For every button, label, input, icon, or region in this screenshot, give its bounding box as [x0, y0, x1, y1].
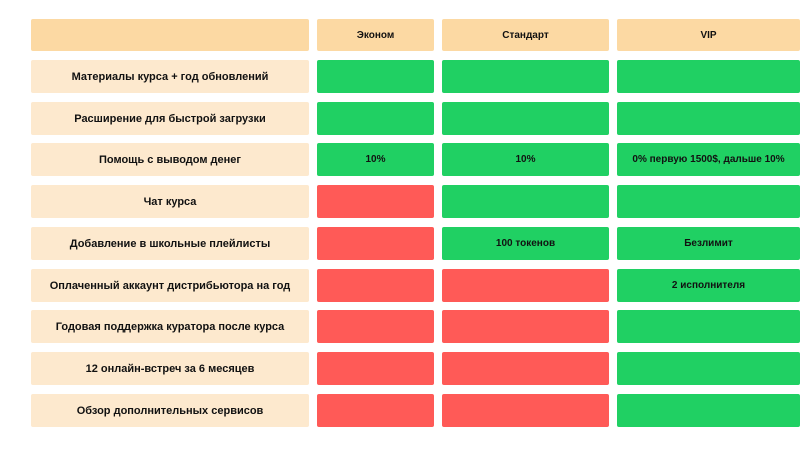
- feature-label: Оплаченный аккаунт дистрибьютора на год: [31, 269, 309, 302]
- feature-cell-included: Безлимит: [617, 227, 800, 260]
- column-header-2: Стандарт: [442, 19, 609, 51]
- feature-label: Годовая поддержка куратора после курса: [31, 310, 309, 343]
- column-header-1: Эконом: [317, 19, 434, 51]
- feature-cell-included: [617, 394, 800, 427]
- feature-cell-included: [317, 60, 434, 93]
- feature-cell-excluded: [317, 394, 434, 427]
- feature-cell-included: [617, 310, 800, 343]
- column-header-3: VIP: [617, 19, 800, 51]
- feature-label: Расширение для быстрой загрузки: [31, 102, 309, 135]
- feature-cell-excluded: [317, 352, 434, 385]
- feature-cell-included: 2 исполнителя: [617, 269, 800, 302]
- feature-cell-excluded: [442, 394, 609, 427]
- feature-cell-excluded: [317, 227, 434, 260]
- feature-cell-included: 0% первую 1500$, дальше 10%: [617, 143, 800, 176]
- feature-label: Чат курса: [31, 185, 309, 218]
- feature-cell-included: [617, 102, 800, 135]
- feature-cell-included: 100 токенов: [442, 227, 609, 260]
- feature-cell-included: [617, 185, 800, 218]
- feature-label: Помощь с выводом денег: [31, 143, 309, 176]
- feature-cell-excluded: [442, 269, 609, 302]
- feature-cell-included: [442, 185, 609, 218]
- feature-cell-included: 10%: [442, 143, 609, 176]
- feature-cell-included: [617, 352, 800, 385]
- feature-cell-excluded: [317, 310, 434, 343]
- feature-cell-included: [442, 102, 609, 135]
- feature-cell-included: 10%: [317, 143, 434, 176]
- header-corner: [31, 19, 309, 51]
- feature-label: Добавление в школьные плейлисты: [31, 227, 309, 260]
- feature-cell-excluded: [442, 310, 609, 343]
- feature-label: Материалы курса + год обновлений: [31, 60, 309, 93]
- feature-cell-included: [442, 60, 609, 93]
- feature-label: Обзор дополнительных сервисов: [31, 394, 309, 427]
- feature-cell-included: [617, 60, 800, 93]
- feature-cell-excluded: [317, 269, 434, 302]
- feature-cell-excluded: [442, 352, 609, 385]
- feature-cell-included: [317, 102, 434, 135]
- feature-label: 12 онлайн-встреч за 6 месяцев: [31, 352, 309, 385]
- feature-cell-excluded: [317, 185, 434, 218]
